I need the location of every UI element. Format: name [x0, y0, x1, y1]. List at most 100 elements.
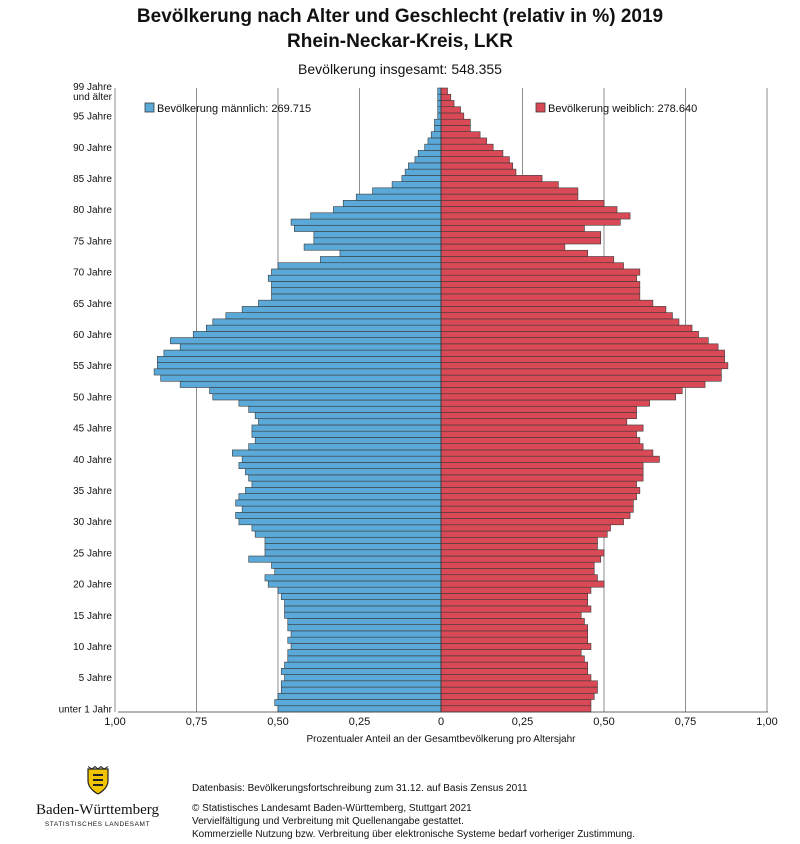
female-bar-age-70 [440, 268, 641, 276]
female-bar-age-71 [440, 262, 624, 270]
male-bar-age-71 [277, 262, 442, 270]
female-bar-age-34 [440, 493, 637, 501]
female-bar-age-41 [440, 449, 654, 457]
male-bar-age-69 [267, 274, 442, 282]
logo-subtitle: STATISTISCHES LANDESAMT [44, 821, 151, 828]
male-bar-age-19 [277, 586, 442, 594]
female-bar-age-20 [440, 580, 605, 588]
female-bar-age-35 [440, 487, 641, 494]
male-bar-age-78 [290, 218, 442, 226]
male-bar-age-63 [225, 312, 442, 320]
male-bar-age-18 [280, 593, 442, 600]
male-bar-age-68 [271, 281, 442, 288]
female-bar-age-25 [440, 549, 605, 557]
female-bar-age-45 [440, 424, 644, 432]
male-bar-age-17 [284, 599, 442, 607]
male-bars [153, 87, 442, 713]
female-bar-age-92 [440, 131, 481, 139]
male-bar-age-20 [267, 580, 442, 588]
male-bar-age-35 [245, 487, 442, 494]
female-bar-age-53 [440, 374, 722, 382]
male-bar-age-39 [238, 462, 442, 469]
female-bar-age-82 [440, 193, 579, 201]
y-tick-label-20: 20 Jahre [73, 580, 112, 591]
male-bar-age-90 [424, 143, 442, 151]
female-bar-age-54 [440, 368, 722, 376]
male-bar-age-12 [290, 630, 442, 638]
female-bar-age-84 [440, 181, 559, 189]
male-bar-age-89 [417, 150, 442, 157]
female-bar-age-43 [440, 437, 641, 444]
male-bar-age-5 [284, 674, 442, 682]
female-bar-age-81 [440, 200, 605, 207]
female-bar-age-97 [440, 100, 455, 108]
male-bar-age-33 [235, 499, 442, 507]
female-bar-age-64 [440, 306, 667, 313]
female-bar-age-80 [440, 206, 618, 214]
male-bar-age-76 [313, 231, 442, 239]
male-bar-age-83 [372, 187, 442, 195]
male-bar-age-16 [284, 605, 442, 613]
male-bar-age-11 [287, 636, 442, 644]
total-population: Bevölkerung insgesamt: 548.355 [298, 61, 502, 77]
female-bar-age-59 [440, 337, 709, 345]
y-tick-label-85: 85 Jahre [73, 174, 112, 185]
male-bar-age-47 [254, 412, 442, 420]
female-bar-age-5 [440, 674, 592, 682]
male-bar-age-65 [258, 299, 442, 307]
male-bar-age-86 [404, 168, 442, 176]
data-source: Datenbasis: Bevölkerungsfortschreibung z… [192, 783, 528, 794]
male-bar-age-62 [212, 318, 442, 326]
female-bar-age-58 [440, 343, 719, 351]
female-bar-age-48 [440, 405, 637, 413]
male-bar-age-30 [238, 518, 442, 526]
x-axis-labels: 1,00 0,75 0,50 0,25 0 0,25 0,50 0,75 1,00 [104, 716, 777, 728]
male-bar-age-52 [179, 380, 442, 388]
y-tick-label-99: 99 Jahre und älter [73, 82, 113, 103]
female-bar-age-89 [440, 150, 504, 157]
y-tick-label-50: 50 Jahre [73, 392, 112, 403]
male-bar-age-31 [235, 512, 442, 519]
male-bar-age-58 [179, 343, 442, 351]
female-bar-age-63 [440, 312, 673, 320]
male-bar-age-64 [241, 306, 442, 313]
male-bar-age-66 [271, 293, 442, 301]
female-bar-age-98 [440, 93, 452, 101]
male-bar-age-3 [280, 686, 442, 694]
male-bar-age-26 [264, 543, 442, 551]
x-tick-label-5: 0,25 [512, 716, 533, 728]
legend-female-swatch [535, 102, 546, 113]
female-bar-age-46 [440, 418, 628, 426]
female-bar-age-47 [440, 412, 637, 420]
female-bar-age-19 [440, 586, 592, 594]
male-bar-age-72 [320, 256, 442, 264]
logo-name: Baden-Württemberg [35, 802, 159, 818]
female-bar-age-57 [440, 349, 725, 357]
female-bar-age-12 [440, 630, 588, 638]
female-bar-age-22 [440, 568, 595, 576]
chart-title: Bevölkerung nach Alter und Geschlecht (r… [136, 6, 664, 27]
female-bars [440, 87, 729, 713]
male-bar-age-41 [232, 449, 442, 457]
female-bar-age-96 [440, 106, 461, 114]
male-bar-age-42 [248, 443, 442, 451]
male-bar-age-93 [434, 125, 442, 132]
female-bar-age-15 [440, 611, 582, 619]
y-tick-label-35: 35 Jahre [73, 486, 112, 497]
male-bar-age-44 [251, 430, 442, 438]
x-tick-label-6: 0,50 [593, 716, 614, 728]
male-bar-age-45 [251, 424, 442, 432]
female-bar-age-17 [440, 599, 588, 607]
female-bar-age-55 [440, 362, 729, 370]
male-bar-age-88 [414, 156, 442, 164]
male-bar-age-4 [280, 680, 442, 688]
female-bar-age-11 [440, 636, 588, 644]
x-tick-label-2: 0,50 [267, 716, 288, 728]
male-bar-age-25 [264, 549, 442, 557]
male-bar-age-29 [251, 524, 442, 532]
male-bar-age-43 [254, 437, 442, 444]
female-bar-age-32 [440, 505, 634, 513]
female-bar-age-29 [440, 524, 611, 532]
male-bar-age-1 [274, 699, 442, 707]
female-bar-age-23 [440, 561, 595, 569]
